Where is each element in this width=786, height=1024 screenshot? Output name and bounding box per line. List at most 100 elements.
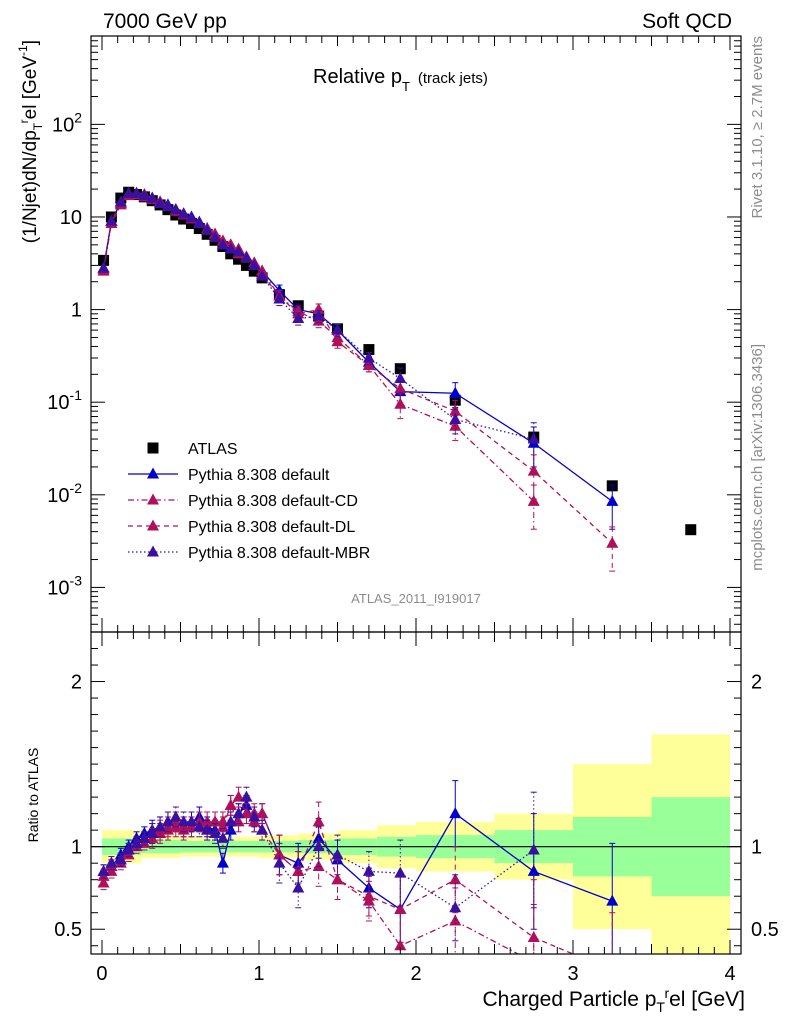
legend-item-pythia-8-308-default-mbr: Pythia 8.308 default-MBR	[128, 545, 370, 562]
chart-title-paren: (track jets)	[418, 70, 488, 87]
ratio-data-point	[161, 815, 174, 827]
legend-item-pythia-8-308-default-dl: Pythia 8.308 default-DL	[128, 519, 355, 536]
data-point	[114, 195, 127, 207]
mcplots-label: mcplots.cern.ch [arXiv:1306.3436]	[749, 344, 766, 571]
ratio-data-point	[209, 826, 222, 838]
data-point	[527, 432, 540, 444]
main-plot-series	[97, 186, 697, 572]
series-pythia-8-308-default-dl	[97, 186, 619, 572]
main-plot-frame	[90, 35, 742, 633]
data-point-atlas	[240, 259, 252, 271]
data-point	[273, 292, 286, 304]
data-point	[248, 258, 261, 270]
data-point	[232, 245, 245, 257]
data-point	[527, 494, 540, 506]
ratio-data-point	[527, 864, 540, 876]
data-point	[449, 386, 462, 398]
ratio-data-point	[527, 843, 540, 855]
legend-label: Pythia 8.308 default-MBR	[188, 545, 370, 562]
ratio-data-point	[312, 859, 325, 871]
data-point	[606, 536, 619, 548]
data-point	[331, 323, 344, 335]
data-point	[105, 214, 118, 226]
data-point	[154, 196, 167, 208]
axes: 10-3 10-2 10-1 1 10 102 0 1 2 3 4 0.5 0.5 1 1 2 2	[47, 35, 779, 985]
ratio-data-point	[362, 889, 375, 901]
ratio-data-point	[449, 901, 462, 913]
data-point	[256, 269, 269, 281]
ratio-data-point	[394, 939, 407, 951]
ratio-data-point	[169, 810, 182, 822]
ratio-y-tick-label-right: 1	[751, 837, 762, 859]
ratio-data-point	[216, 815, 229, 827]
ratio-y-axis-title: Ratio to ATLAS	[25, 748, 41, 843]
legend-item-pythia-8-308-default-cd: Pythia 8.308 default-CD	[128, 493, 358, 510]
data-point	[312, 303, 325, 315]
series-line	[102, 193, 535, 502]
ratio-data-point	[527, 930, 540, 942]
chart-title: Relative pT (track jets)	[313, 66, 488, 94]
data-point	[201, 223, 214, 235]
ratio-data-point	[273, 856, 286, 868]
header-right-label: Soft QCD	[642, 10, 732, 33]
ratio-y-tick-label-right: 2	[751, 672, 762, 694]
data-point	[240, 251, 253, 263]
ratio-y-tick-label: 2	[71, 672, 82, 694]
data-point	[130, 186, 143, 198]
ratio-data-point	[138, 831, 151, 843]
data-point	[527, 464, 540, 476]
ratio-data-point	[122, 843, 135, 855]
ratio-data-point	[312, 815, 325, 827]
ratio-data-point	[130, 836, 143, 848]
data-point	[169, 203, 182, 215]
y-tick-label: 1	[71, 300, 82, 322]
ratio-data-point	[224, 798, 237, 810]
legend-label: ATLAS	[188, 441, 238, 458]
ratio-data-point	[193, 820, 206, 832]
legend-label: Pythia 8.308 default-DL	[188, 519, 355, 536]
y-tick-label: 102	[52, 109, 82, 136]
data-point	[216, 238, 229, 250]
data-point	[224, 242, 237, 254]
ratio-series-pythia-8-308-default-mbr	[97, 786, 540, 942]
ratio-data-point	[312, 831, 325, 843]
data-point	[177, 207, 190, 219]
data-point	[161, 199, 174, 211]
data-point	[97, 261, 110, 273]
ratio-data-point	[449, 873, 462, 885]
data-point	[292, 312, 305, 324]
y-tick-label: 10-2	[47, 480, 82, 507]
data-point	[606, 494, 619, 506]
y-tick-label: 10-1	[47, 387, 82, 414]
legend-label: Pythia 8.308 default-CD	[188, 493, 358, 510]
ratio-data-point	[273, 848, 286, 860]
legend-marker	[147, 545, 159, 557]
ratio-y-tick-label-right: 0.5	[751, 919, 779, 941]
ratio-data-point	[224, 815, 237, 827]
x-axis-title: Charged Particle pTrel [GeV]	[482, 985, 745, 1015]
ratio-data-point	[394, 902, 407, 914]
data-point-atlas	[225, 248, 237, 260]
ratio-data-point	[232, 790, 245, 802]
data-point	[394, 372, 407, 384]
data-point-atlas	[248, 265, 260, 277]
ratio-data-point	[154, 820, 167, 832]
data-point	[362, 351, 375, 363]
ratio-data-point	[331, 873, 344, 885]
ratio-data-point	[248, 810, 261, 822]
data-point	[209, 231, 222, 243]
data-point-atlas	[193, 223, 205, 235]
data-point	[449, 413, 462, 425]
data-point	[185, 211, 198, 223]
legend-marker	[147, 519, 159, 531]
ratio-data-point	[331, 848, 344, 860]
legend-marker	[147, 493, 159, 505]
ratio-data-point	[240, 790, 253, 802]
data-point	[193, 217, 206, 229]
data-point	[122, 186, 135, 198]
ratio-plot-series	[97, 780, 619, 954]
ratio-data-point	[216, 831, 229, 843]
legend-item-atlas: ATLAS	[147, 441, 238, 458]
ratio-data-point	[146, 826, 159, 838]
